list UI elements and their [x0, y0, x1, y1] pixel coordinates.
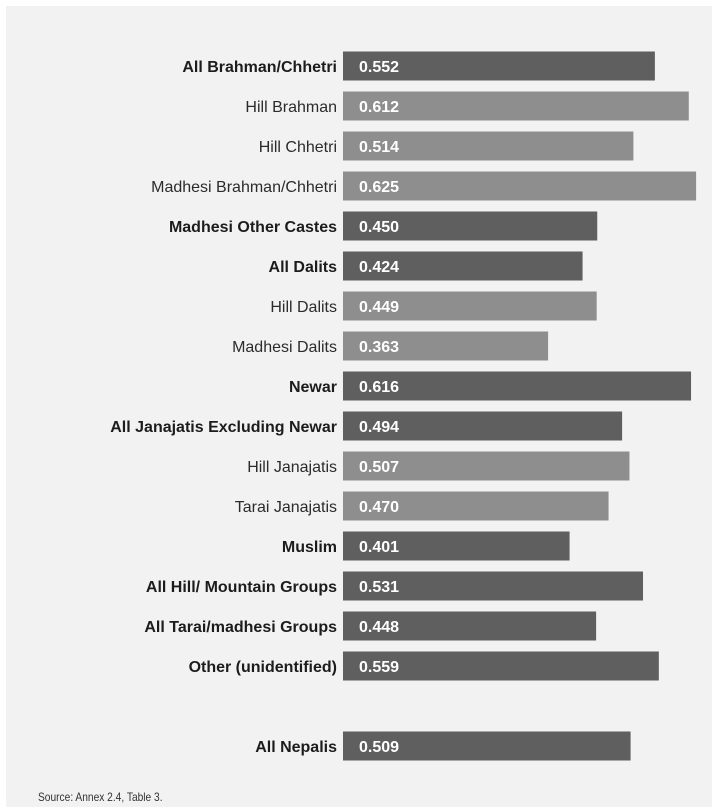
category-label: Hill Dalits	[270, 299, 337, 316]
category-label: All Janajatis Excluding Newar	[110, 419, 337, 436]
data-label: 0.448	[359, 619, 399, 636]
data-label: 0.616	[359, 379, 399, 396]
bar	[343, 211, 598, 241]
bar	[343, 171, 697, 201]
data-label: 0.559	[359, 659, 399, 676]
data-label: 0.470	[359, 499, 399, 516]
data-label: 0.509	[359, 739, 399, 756]
data-label: 0.612	[359, 99, 399, 116]
bar	[343, 51, 655, 81]
source-note: Source: Annex 2.4, Table 3.	[38, 790, 163, 804]
bar	[343, 571, 644, 601]
category-label: Tarai Janajatis	[235, 499, 337, 516]
bar-chart: 0.552 All Brahman/Chhetri 0.612 Hill Brahma…	[110, 51, 697, 761]
bar	[343, 451, 630, 481]
category-label: Muslim	[282, 539, 337, 556]
chart-panel: 0.552 All Brahman/Chhetri 0.612 Hill Brahma…	[6, 6, 712, 807]
bar	[343, 611, 597, 641]
bar	[343, 371, 692, 401]
category-label: Madhesi Other Castes	[169, 219, 337, 236]
data-label: 0.552	[359, 59, 399, 76]
bar	[343, 731, 631, 761]
data-label: 0.625	[359, 179, 399, 196]
category-label: All Tarai/madhesi Groups	[144, 619, 337, 636]
category-label: Hill Brahman	[245, 99, 337, 116]
category-label: Newar	[289, 379, 337, 396]
bar	[343, 411, 623, 441]
bar	[343, 331, 549, 361]
data-label: 0.494	[359, 419, 399, 436]
category-label: Madhesi Brahman/Chhetri	[151, 179, 337, 196]
data-label: 0.450	[359, 219, 399, 236]
category-label: Hill Janajatis	[247, 459, 337, 476]
data-label: 0.514	[359, 139, 399, 156]
category-label: All Nepalis	[255, 739, 337, 756]
category-label: Madhesi Dalits	[232, 339, 337, 356]
data-label: 0.507	[359, 459, 399, 476]
bar	[343, 651, 659, 681]
data-label: 0.449	[359, 299, 399, 316]
bar	[343, 131, 634, 161]
data-label: 0.424	[359, 259, 399, 276]
bar	[343, 491, 609, 521]
data-label: 0.531	[359, 579, 399, 596]
bar	[343, 251, 583, 281]
category-label: All Hill/ Mountain Groups	[146, 579, 337, 596]
category-label: Hill Chhetri	[259, 139, 337, 156]
category-label: Other (unidentified)	[189, 659, 337, 676]
data-label: 0.401	[359, 539, 399, 556]
data-label: 0.363	[359, 339, 399, 356]
category-label: All Brahman/Chhetri	[182, 59, 337, 76]
bar	[343, 91, 689, 121]
category-label: All Dalits	[269, 259, 338, 276]
bar	[343, 291, 597, 321]
bar	[343, 531, 570, 561]
